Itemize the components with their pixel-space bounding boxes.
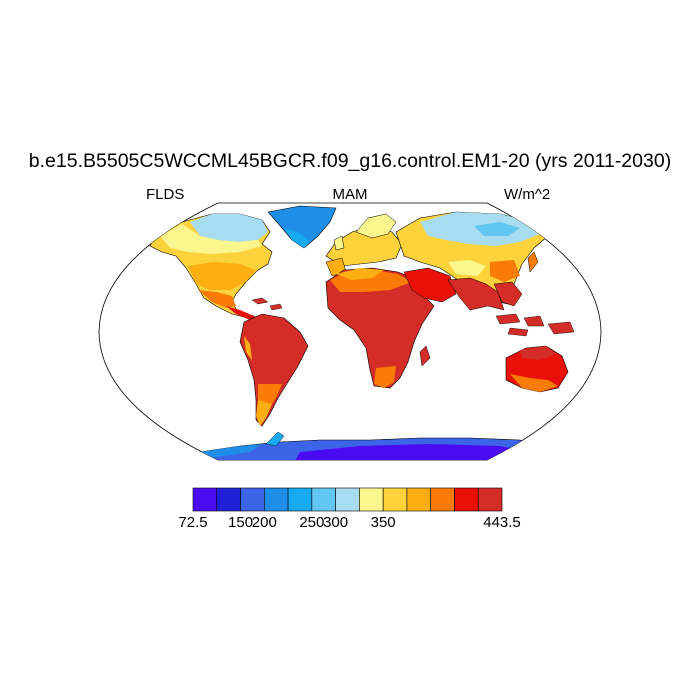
colorbar-swatch <box>430 487 455 512</box>
greenland-edge <box>284 228 310 248</box>
australia-north <box>520 346 556 360</box>
australia-south <box>510 374 558 392</box>
south-america <box>239 313 309 427</box>
colorbar-swatch <box>287 487 313 512</box>
us-south-warm <box>188 262 256 290</box>
season-label: MAM <box>332 186 368 203</box>
variable-label: FLDS <box>146 186 185 203</box>
colorbar-swatch <box>192 487 218 512</box>
colorbar-tick-label: 300 <box>323 514 349 531</box>
colorbar-tick-label: 200 <box>251 514 277 531</box>
colorbar-swatch <box>477 487 503 512</box>
southeast-asia <box>493 281 523 307</box>
uk <box>333 235 345 251</box>
mexico-hot <box>198 290 236 308</box>
colorbar-swatch <box>359 487 384 512</box>
colorbar-tick-label: 350 <box>370 514 396 531</box>
greenland <box>267 205 337 249</box>
colorbar-swatch <box>311 487 336 512</box>
land-masses <box>149 205 587 460</box>
madagascar <box>419 345 431 367</box>
patagonia-cool <box>256 400 272 426</box>
south-asia <box>447 277 505 311</box>
africa <box>325 267 435 389</box>
colorbar-tick-label: 250 <box>299 514 325 531</box>
antarctica-coast <box>200 444 262 458</box>
colorbar-swatch <box>216 487 241 512</box>
maritime-continent <box>495 313 575 337</box>
southern-africa-cool <box>374 366 396 388</box>
scandinavia <box>355 213 397 239</box>
colorbar-tick-label: 443.5 <box>483 514 521 531</box>
tibetan-plateau <box>448 260 486 276</box>
colorbar-tick-label: 72.5 <box>178 514 208 531</box>
canada-transition <box>160 224 262 254</box>
andes-cool <box>244 336 252 360</box>
colorbar-tick-label: 150 <box>228 514 254 531</box>
antarctica-interior <box>290 444 530 460</box>
caribbean-islands <box>251 297 283 311</box>
units-label: W/m^2 <box>504 186 551 203</box>
map-title: b.e15.B5505C5WCCML45BGCR.f09_g16.control… <box>28 150 672 172</box>
colorbar-swatch <box>454 487 479 512</box>
colorbar <box>192 487 503 512</box>
colorbar-swatch <box>335 487 360 512</box>
japan <box>527 251 539 273</box>
colorbar-swatch <box>240 487 265 512</box>
colorbar-swatch <box>406 487 431 512</box>
colorbar-swatch <box>264 487 289 512</box>
east-asia-warm <box>490 260 520 282</box>
siberia-colder <box>474 222 520 236</box>
middle-east <box>403 267 457 303</box>
colorbar-swatch <box>382 487 408 512</box>
canada-cool-zone <box>190 214 268 242</box>
antarctic-peninsula <box>265 431 285 447</box>
north-africa-coast <box>336 268 384 280</box>
